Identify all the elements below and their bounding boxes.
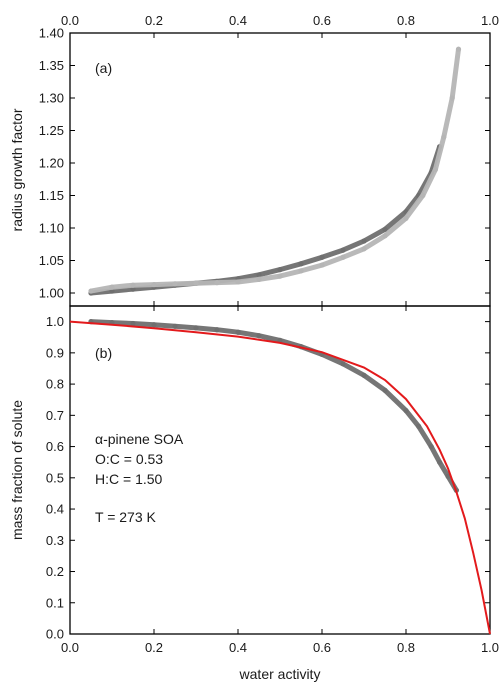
data-point xyxy=(319,254,325,260)
data-point xyxy=(172,323,178,329)
x-tick-label: 1.0 xyxy=(481,640,499,655)
data-point xyxy=(441,134,447,140)
panel-b: 0.0 0.2 0.4 0.6 0.8 1.0 0.0 0.1 0.2 0.3 0.4 0.5 0.6… xyxy=(9,305,499,682)
panel-b-x-ticks: 0.0 0.2 0.4 0.6 0.8 1.0 xyxy=(61,306,499,655)
data-point xyxy=(172,281,178,287)
panel-b-y-axis-label: mass fraction of solute xyxy=(9,400,25,540)
data-point xyxy=(130,320,136,327)
data-point xyxy=(340,254,346,260)
annotation-oc-ratio: O:C = 0.53 xyxy=(95,451,163,467)
data-point xyxy=(298,268,304,274)
panel-a-series xyxy=(88,46,462,296)
y-tick-label: 0.9 xyxy=(46,345,64,360)
data-point xyxy=(298,261,304,267)
data-point xyxy=(319,262,325,268)
x-tick-label: 0.0 xyxy=(61,640,79,655)
measurement-trace xyxy=(88,144,443,296)
x-tick-label: 0.8 xyxy=(397,640,415,655)
y-tick-label: 1.10 xyxy=(39,221,64,236)
annotation-hc-ratio: H:C = 1.50 xyxy=(95,471,163,487)
y-tick-label: 1.00 xyxy=(39,286,64,301)
y-tick-label: 0.6 xyxy=(46,439,64,454)
y-tick-label: 0.1 xyxy=(46,595,64,610)
y-tick-label: 1.15 xyxy=(39,188,64,203)
model-curve-line xyxy=(69,320,491,635)
data-point xyxy=(88,288,94,294)
x-tick-label: 0.2 xyxy=(145,640,163,655)
data-point xyxy=(151,281,157,288)
measurement-trace xyxy=(88,46,461,294)
y-tick-label: 0.7 xyxy=(46,408,64,423)
data-point xyxy=(235,329,241,335)
y-tick-label: 1.30 xyxy=(39,91,64,106)
panel-b-label: (b) xyxy=(95,345,112,361)
x-tick-label: 0.2 xyxy=(145,13,163,28)
y-tick-label: 0.5 xyxy=(46,470,64,485)
data-point xyxy=(437,459,443,465)
x-tick-label: 0.4 xyxy=(229,13,247,28)
data-point xyxy=(416,423,422,429)
data-point xyxy=(432,166,438,173)
data-point xyxy=(382,226,388,232)
y-tick-label: 1.35 xyxy=(39,58,64,73)
x-tick-label: 0.4 xyxy=(229,640,247,655)
data-point xyxy=(277,337,283,343)
panel-a-frame xyxy=(69,32,491,307)
data-point xyxy=(193,325,199,331)
panel-a-x-ticks: 0.0 0.2 0.4 0.6 0.8 1.0 xyxy=(61,13,499,306)
data-point xyxy=(214,280,220,286)
data-point xyxy=(256,333,262,339)
y-tick-label: 1.25 xyxy=(39,123,64,138)
annotation-species: α-pinene SOA xyxy=(95,431,184,447)
data-point xyxy=(151,322,157,328)
data-point xyxy=(256,272,262,278)
data-point xyxy=(277,273,283,279)
data-point xyxy=(403,215,409,221)
y-tick-label: 0.3 xyxy=(46,533,64,548)
data-point xyxy=(420,192,426,199)
data-point xyxy=(235,279,241,285)
panel-a-y-ticks: 1.00 1.05 1.10 1.15 1.20 1.25 1.30 1.35 1.40 xyxy=(39,26,490,301)
data-point xyxy=(109,284,115,290)
panel-a-y-axis-label: radius growth factor xyxy=(9,108,25,231)
annotation-temperature: T = 273 K xyxy=(95,509,157,525)
data-point xyxy=(428,443,434,450)
data-point xyxy=(455,46,462,52)
data-point xyxy=(193,280,199,286)
x-tick-label: 0.6 xyxy=(313,13,331,28)
panel-a-label: (a) xyxy=(95,60,112,76)
x-axis-label: water activity xyxy=(239,666,321,682)
y-tick-label: 0.8 xyxy=(46,377,64,392)
panel-b-frame xyxy=(69,305,491,635)
data-point xyxy=(277,267,283,273)
y-tick-label: 0.0 xyxy=(46,627,64,642)
y-tick-label: 0.4 xyxy=(46,502,64,517)
y-tick-label: 0.2 xyxy=(46,564,64,579)
data-point xyxy=(361,372,367,378)
data-point xyxy=(403,408,409,414)
y-tick-label: 1.0 xyxy=(46,314,64,329)
data-point xyxy=(340,361,346,367)
y-tick-label: 1.05 xyxy=(39,253,64,268)
data-point xyxy=(382,387,388,393)
x-tick-label: 1.0 xyxy=(481,13,499,28)
x-tick-label: 0.8 xyxy=(397,13,415,28)
data-point xyxy=(361,246,367,252)
x-tick-label: 0.0 xyxy=(61,13,79,28)
data-point xyxy=(361,238,367,244)
y-tick-label: 1.20 xyxy=(39,156,64,171)
data-point xyxy=(340,247,346,253)
panel-b-series xyxy=(69,319,491,635)
data-point xyxy=(449,95,455,101)
data-point xyxy=(130,282,136,288)
panel-a: 0.0 0.2 0.4 0.6 0.8 1.0 1.001.051.101.151.201… xyxy=(9,13,499,307)
data-point xyxy=(256,276,262,282)
data-point xyxy=(214,327,220,333)
x-tick-label: 0.6 xyxy=(313,640,331,655)
y-tick-label: 1.40 xyxy=(39,26,64,41)
data-point xyxy=(382,233,388,239)
